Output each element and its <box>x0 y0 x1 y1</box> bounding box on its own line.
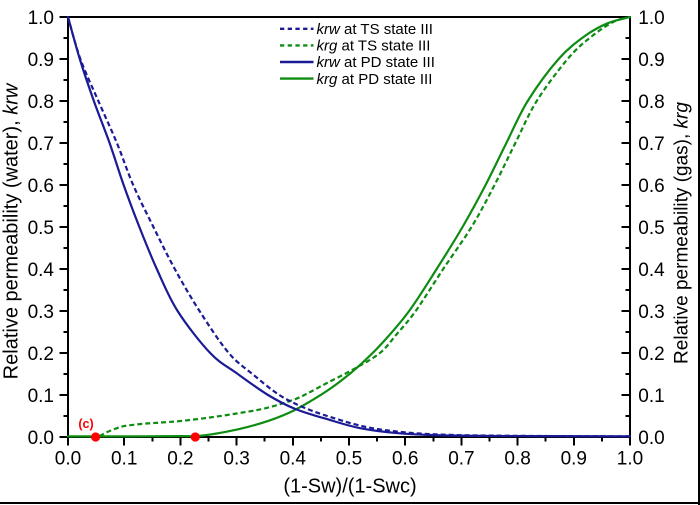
svg-text:1.0: 1.0 <box>28 8 54 29</box>
svg-text:0.4: 0.4 <box>638 260 665 281</box>
svg-text:0.3: 0.3 <box>638 302 664 323</box>
svg-text:0.2: 0.2 <box>638 344 664 365</box>
svg-text:0.7: 0.7 <box>448 449 474 470</box>
svg-text:0.5: 0.5 <box>336 449 362 470</box>
svg-text:0.0: 0.0 <box>55 449 81 470</box>
svg-text:0.5: 0.5 <box>28 218 54 239</box>
svg-text:0.6: 0.6 <box>28 176 54 197</box>
svg-text:0.9: 0.9 <box>28 50 54 71</box>
svg-text:0.3: 0.3 <box>223 449 249 470</box>
svg-text:0.8: 0.8 <box>504 449 530 470</box>
svg-text:(1-Sw)/(1-Swc): (1-Sw)/(1-Swc) <box>283 476 416 498</box>
svg-text:krw at PD state III: krw at PD state III <box>317 54 435 71</box>
svg-text:0.6: 0.6 <box>638 176 664 197</box>
svg-text:0.7: 0.7 <box>28 134 54 155</box>
svg-text:0.8: 0.8 <box>638 92 664 113</box>
svg-text:0.0: 0.0 <box>28 428 54 449</box>
svg-text:0.9: 0.9 <box>638 50 664 71</box>
svg-text:Relative permeability (gas), k: Relative permeability (gas), krg <box>672 102 693 364</box>
svg-text:0.5: 0.5 <box>638 218 664 239</box>
svg-text:0.2: 0.2 <box>167 449 193 470</box>
svg-text:0.9: 0.9 <box>561 449 587 470</box>
svg-text:0.8: 0.8 <box>28 92 54 113</box>
svg-text:0.1: 0.1 <box>28 386 54 407</box>
svg-text:0.7: 0.7 <box>638 134 664 155</box>
svg-text:Relative permeability (water),: Relative permeability (water), krw <box>1 82 23 379</box>
svg-text:krg at TS state III: krg at TS state III <box>317 38 431 55</box>
svg-text:0.1: 0.1 <box>111 449 137 470</box>
svg-text:0.2: 0.2 <box>28 344 54 365</box>
svg-text:(c): (c) <box>78 417 93 431</box>
svg-text:0.6: 0.6 <box>392 449 418 470</box>
svg-text:krw at TS state III: krw at TS state III <box>317 21 433 38</box>
svg-text:0.3: 0.3 <box>28 302 54 323</box>
svg-text:krg at PD state III: krg at PD state III <box>317 71 433 88</box>
svg-text:0.4: 0.4 <box>280 449 307 470</box>
svg-text:1.0: 1.0 <box>638 8 664 29</box>
svg-text:0.4: 0.4 <box>28 260 55 281</box>
svg-text:0.0: 0.0 <box>638 428 664 449</box>
svg-text:1.0: 1.0 <box>617 449 643 470</box>
svg-text:0.1: 0.1 <box>638 386 664 407</box>
